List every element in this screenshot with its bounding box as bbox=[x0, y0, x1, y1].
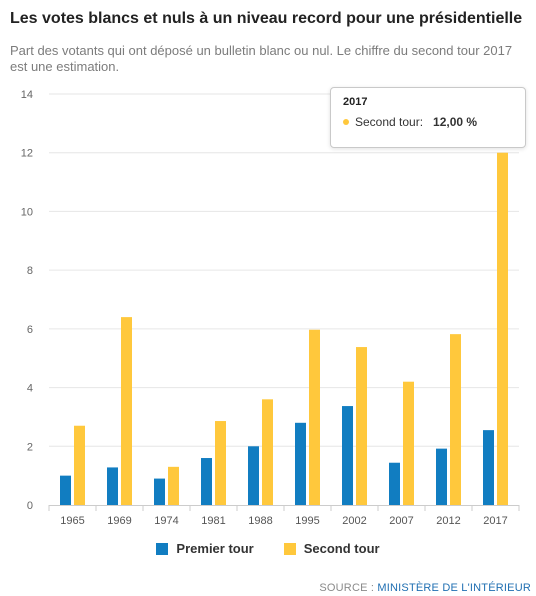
tooltip-value: 12,00 % bbox=[433, 115, 478, 129]
bar-premier-tour bbox=[154, 478, 165, 505]
bar-second-tour bbox=[74, 425, 85, 505]
bar-premier-tour bbox=[295, 422, 306, 505]
y-tick-label: 6 bbox=[27, 324, 33, 336]
bar-second-tour bbox=[450, 334, 461, 505]
bar-second-tour bbox=[215, 421, 226, 505]
bar-premier-tour bbox=[342, 406, 353, 505]
legend-item-second-tour[interactable]: Second tour bbox=[283, 541, 380, 556]
x-tick-label: 1969 bbox=[107, 515, 131, 527]
x-tick-label: 1995 bbox=[295, 515, 319, 527]
bar-premier-tour bbox=[201, 458, 212, 505]
chart-tooltip: 2017 Second tour: 12,00 % bbox=[330, 87, 526, 148]
x-tick-label: 1965 bbox=[60, 515, 84, 527]
y-tick-label: 0 bbox=[27, 500, 33, 512]
y-tick-label: 14 bbox=[21, 89, 33, 101]
legend-swatch-premier-tour bbox=[156, 542, 169, 555]
bar-premier-tour bbox=[60, 475, 71, 505]
bar-premier-tour bbox=[107, 467, 118, 505]
tooltip-row: Second tour: 12,00 % bbox=[343, 115, 513, 129]
x-tick-label: 1981 bbox=[201, 515, 225, 527]
bar-premier-tour bbox=[389, 462, 400, 505]
bar-premier-tour bbox=[436, 448, 447, 505]
y-tick-label: 4 bbox=[27, 383, 33, 395]
legend-label-second-tour: Second tour bbox=[303, 541, 380, 556]
chart-subtitle: Part des votants qui ont déposé un bulle… bbox=[10, 43, 513, 74]
bar-second-tour bbox=[403, 381, 414, 505]
x-tick-label: 2007 bbox=[389, 515, 413, 527]
x-tick-label: 2012 bbox=[436, 515, 460, 527]
x-tick-label: 1974 bbox=[154, 515, 178, 527]
x-tick-label: 1988 bbox=[248, 515, 272, 527]
bar-second-tour bbox=[309, 329, 320, 505]
bar-second-tour bbox=[262, 399, 273, 505]
x-tick-label: 2017 bbox=[483, 515, 507, 527]
legend-swatch-second-tour bbox=[283, 542, 296, 555]
y-tick-label: 8 bbox=[27, 265, 33, 277]
y-tick-label: 12 bbox=[21, 148, 33, 160]
y-tick-label: 2 bbox=[27, 441, 33, 453]
bar-premier-tour bbox=[483, 430, 494, 505]
bar-second-tour bbox=[121, 317, 132, 505]
chart-legend: Premier tour Second tour bbox=[0, 541, 536, 556]
y-tick-label: 10 bbox=[21, 206, 33, 218]
tooltip-title: 2017 bbox=[343, 96, 368, 108]
bar-second-tour bbox=[356, 347, 367, 505]
bar-chart: 0 2 4 6 8 10 12 14 1965 1969 1974 1981 1988 1995 2002 2… bbox=[21, 89, 520, 527]
bar-premier-tour bbox=[248, 446, 259, 505]
bar-second-tour bbox=[497, 152, 508, 505]
tooltip-label: Second tour: bbox=[355, 115, 424, 129]
bar-second-tour bbox=[168, 466, 179, 505]
legend-item-premier-tour[interactable]: Premier tour bbox=[156, 541, 254, 556]
tooltip-dot-icon bbox=[343, 119, 349, 125]
chart-title: Les votes blancs et nuls à un niveau rec… bbox=[10, 10, 523, 27]
x-tick-label: 2002 bbox=[342, 515, 366, 527]
source-credit: SOURCE : MINISTÈRE DE L'INTÉRIEUR bbox=[319, 582, 531, 594]
legend-label-premier-tour: Premier tour bbox=[176, 541, 254, 556]
source-org-link[interactable]: MINISTÈRE DE L'INTÉRIEUR bbox=[377, 582, 531, 594]
source-prefix: SOURCE : bbox=[319, 582, 378, 594]
